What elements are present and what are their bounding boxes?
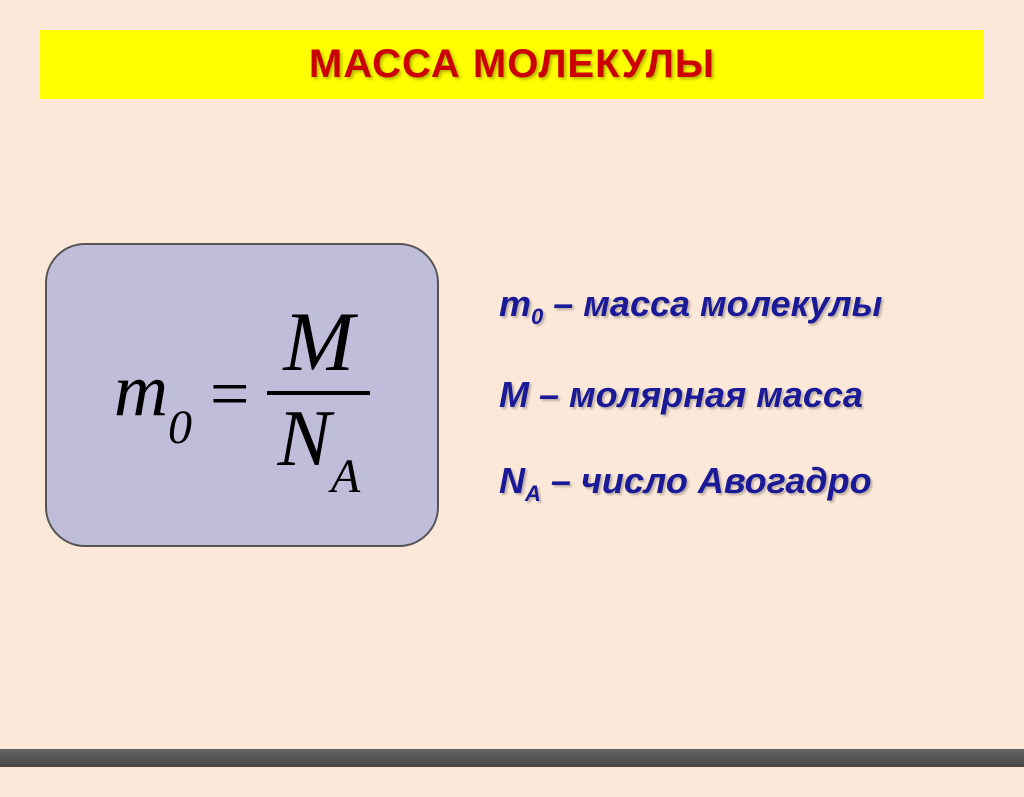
bottom-bar bbox=[0, 749, 1024, 767]
def2-dash: – bbox=[529, 374, 569, 415]
formula: m0 = M NA bbox=[114, 300, 370, 491]
numerator: M bbox=[271, 300, 366, 391]
def3-dash: – bbox=[541, 460, 581, 501]
page-title: МАССА МОЛЕКУЛЫ bbox=[309, 42, 715, 86]
def1-sym-base: m bbox=[499, 283, 531, 324]
content-area: m0 = M NA m0 – масса молекулы M – молярн… bbox=[0, 239, 1024, 551]
denom-sub: A bbox=[331, 450, 360, 503]
equals-sign: = bbox=[210, 355, 249, 435]
def3-sym-sub: A bbox=[525, 481, 541, 506]
def1-sym-sub: 0 bbox=[531, 304, 543, 329]
formula-lhs: m0 bbox=[114, 348, 192, 443]
title-bar: МАССА МОЛЕКУЛЫ bbox=[40, 30, 984, 99]
def-mass-molecule: m0 – масса молекулы bbox=[499, 283, 882, 330]
definitions: m0 – масса молекулы M – молярная масса N… bbox=[499, 239, 882, 551]
def3-sym-base: N bbox=[499, 460, 525, 501]
formula-box: m0 = M NA bbox=[45, 243, 439, 547]
lhs-sub: 0 bbox=[168, 401, 192, 454]
def1-dash: – bbox=[543, 283, 583, 324]
denominator: NA bbox=[267, 395, 370, 491]
fraction: M NA bbox=[267, 300, 370, 491]
lhs-base: m bbox=[114, 349, 168, 432]
def1-text: масса молекулы bbox=[583, 283, 882, 324]
def2-sym-base: M bbox=[499, 374, 529, 415]
def2-text: молярная масса bbox=[569, 374, 863, 415]
denom-base: N bbox=[277, 395, 330, 483]
def-avogadro: NA – число Авогадро bbox=[499, 460, 882, 507]
def3-text: число Авогадро bbox=[581, 460, 872, 501]
def-molar-mass: M – молярная масса bbox=[499, 374, 882, 416]
